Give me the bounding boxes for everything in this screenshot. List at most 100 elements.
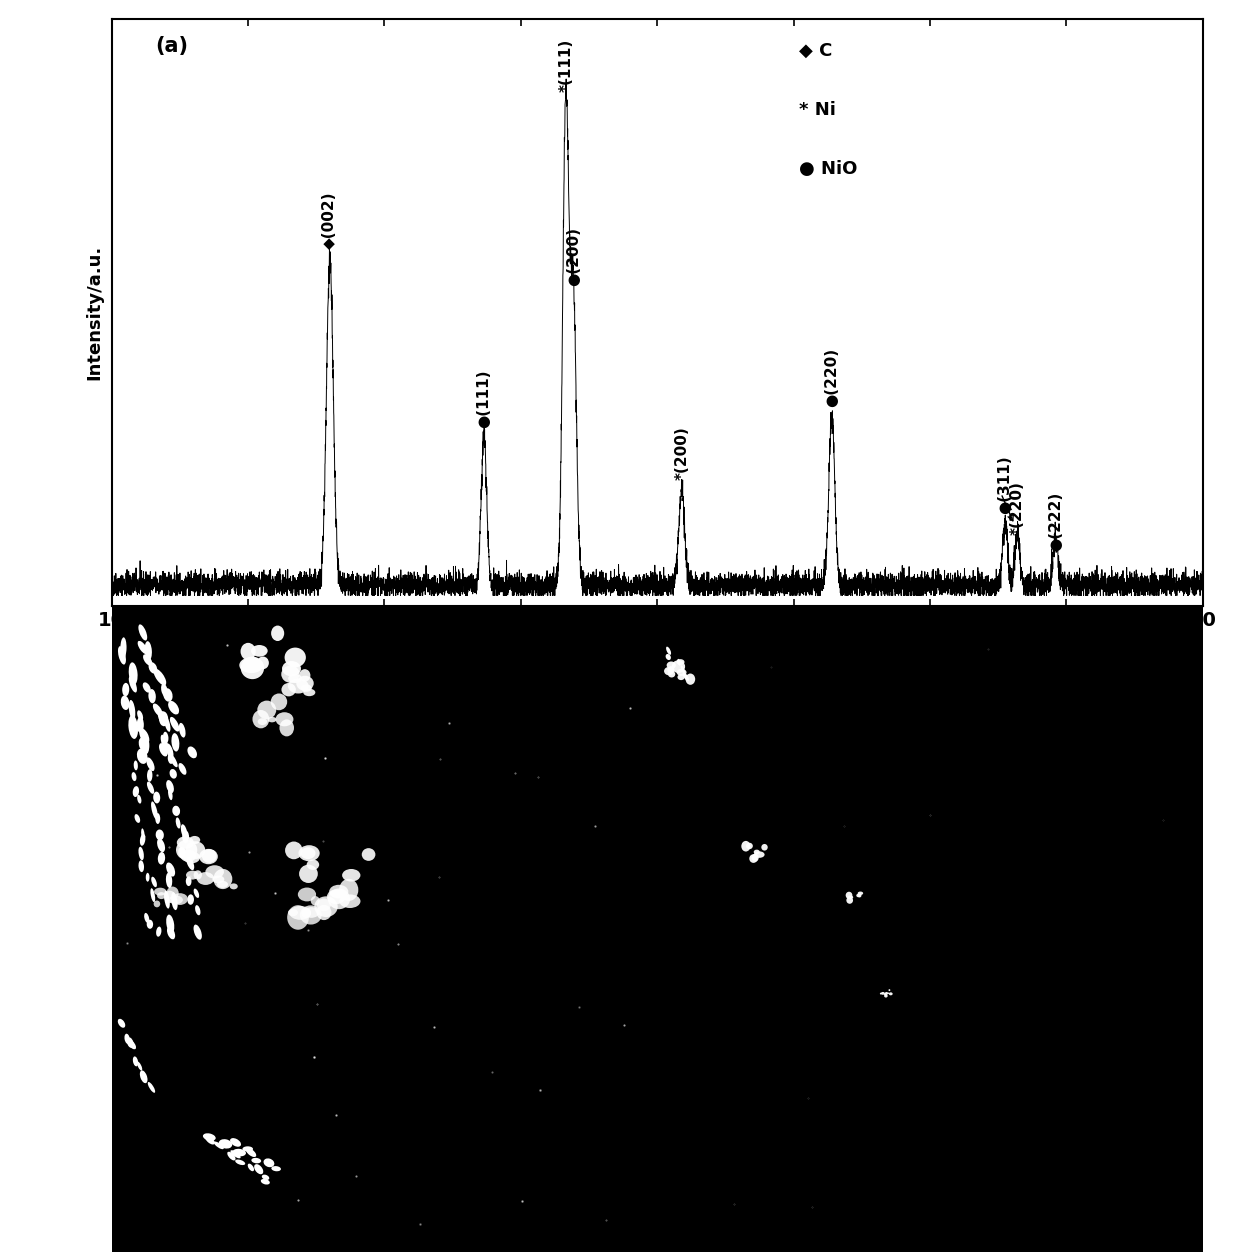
Ellipse shape [169, 701, 179, 715]
Ellipse shape [213, 1142, 223, 1149]
Ellipse shape [172, 806, 180, 816]
Ellipse shape [186, 856, 195, 870]
Text: ◆ C: ◆ C [799, 43, 832, 60]
Ellipse shape [166, 863, 175, 876]
Text: ●(111): ●(111) [476, 369, 491, 428]
Text: (a): (a) [155, 36, 188, 56]
Ellipse shape [151, 876, 157, 888]
Ellipse shape [164, 890, 176, 903]
Ellipse shape [217, 881, 228, 888]
Ellipse shape [155, 813, 160, 824]
Ellipse shape [270, 694, 288, 710]
Text: ●(220): ●(220) [825, 348, 839, 407]
Ellipse shape [149, 662, 157, 674]
Ellipse shape [262, 1174, 269, 1181]
Ellipse shape [139, 846, 144, 860]
Ellipse shape [677, 659, 684, 665]
Ellipse shape [761, 844, 768, 850]
Ellipse shape [884, 993, 887, 995]
Ellipse shape [146, 757, 155, 771]
Ellipse shape [140, 1070, 148, 1083]
Ellipse shape [170, 769, 177, 779]
Ellipse shape [885, 992, 888, 994]
Ellipse shape [177, 836, 193, 849]
Ellipse shape [311, 896, 320, 905]
Ellipse shape [164, 715, 170, 732]
Ellipse shape [206, 865, 224, 879]
Ellipse shape [254, 1164, 263, 1174]
Ellipse shape [239, 657, 263, 674]
Ellipse shape [288, 909, 298, 916]
Ellipse shape [666, 646, 671, 655]
Ellipse shape [751, 854, 759, 861]
Ellipse shape [157, 839, 165, 853]
Ellipse shape [124, 1034, 130, 1044]
Ellipse shape [181, 850, 196, 861]
Text: ● NiO: ● NiO [799, 160, 857, 178]
Ellipse shape [231, 1138, 241, 1147]
Ellipse shape [252, 1158, 262, 1163]
Ellipse shape [129, 662, 138, 685]
Ellipse shape [148, 769, 153, 781]
Ellipse shape [288, 905, 309, 930]
Ellipse shape [213, 869, 232, 889]
Ellipse shape [327, 889, 346, 904]
Ellipse shape [279, 720, 294, 736]
Ellipse shape [186, 841, 206, 859]
Ellipse shape [288, 674, 303, 684]
Ellipse shape [668, 671, 676, 677]
Ellipse shape [129, 715, 138, 739]
Ellipse shape [268, 717, 277, 722]
Ellipse shape [140, 834, 145, 846]
Ellipse shape [156, 830, 164, 840]
Ellipse shape [227, 1152, 236, 1161]
Text: *(220): *(220) [1009, 481, 1024, 536]
Ellipse shape [880, 992, 885, 995]
Ellipse shape [306, 860, 319, 870]
Ellipse shape [166, 744, 174, 759]
Ellipse shape [193, 924, 202, 940]
Ellipse shape [184, 851, 200, 864]
Ellipse shape [285, 647, 306, 667]
Ellipse shape [126, 1038, 134, 1048]
Ellipse shape [151, 801, 157, 820]
Ellipse shape [288, 679, 309, 694]
Ellipse shape [340, 879, 358, 901]
Ellipse shape [847, 895, 853, 899]
Ellipse shape [327, 889, 350, 909]
Text: ●(222): ●(222) [1048, 492, 1063, 551]
Ellipse shape [170, 717, 180, 731]
Ellipse shape [146, 920, 153, 929]
Ellipse shape [289, 906, 311, 920]
Ellipse shape [148, 1082, 155, 1093]
Ellipse shape [182, 830, 188, 844]
Ellipse shape [149, 689, 156, 704]
Ellipse shape [285, 841, 303, 859]
Ellipse shape [193, 889, 200, 898]
Text: ●(200): ●(200) [565, 227, 580, 287]
Ellipse shape [281, 661, 301, 676]
Ellipse shape [126, 1038, 136, 1049]
Text: * Ni: * Ni [799, 101, 836, 119]
Ellipse shape [145, 641, 153, 660]
Ellipse shape [884, 994, 888, 995]
Ellipse shape [316, 905, 331, 920]
Text: *(200): *(200) [675, 427, 689, 481]
Ellipse shape [138, 710, 143, 721]
Ellipse shape [231, 1151, 241, 1158]
Ellipse shape [299, 865, 317, 883]
Ellipse shape [884, 994, 888, 998]
Ellipse shape [203, 1133, 216, 1141]
Ellipse shape [677, 659, 681, 666]
Ellipse shape [143, 735, 149, 747]
Ellipse shape [236, 1159, 246, 1166]
Ellipse shape [154, 888, 166, 895]
Ellipse shape [742, 841, 750, 851]
Ellipse shape [205, 1136, 215, 1144]
Ellipse shape [200, 849, 218, 864]
Ellipse shape [257, 656, 269, 670]
Ellipse shape [229, 884, 238, 889]
Ellipse shape [176, 840, 197, 860]
Ellipse shape [154, 900, 160, 908]
Ellipse shape [667, 661, 676, 669]
